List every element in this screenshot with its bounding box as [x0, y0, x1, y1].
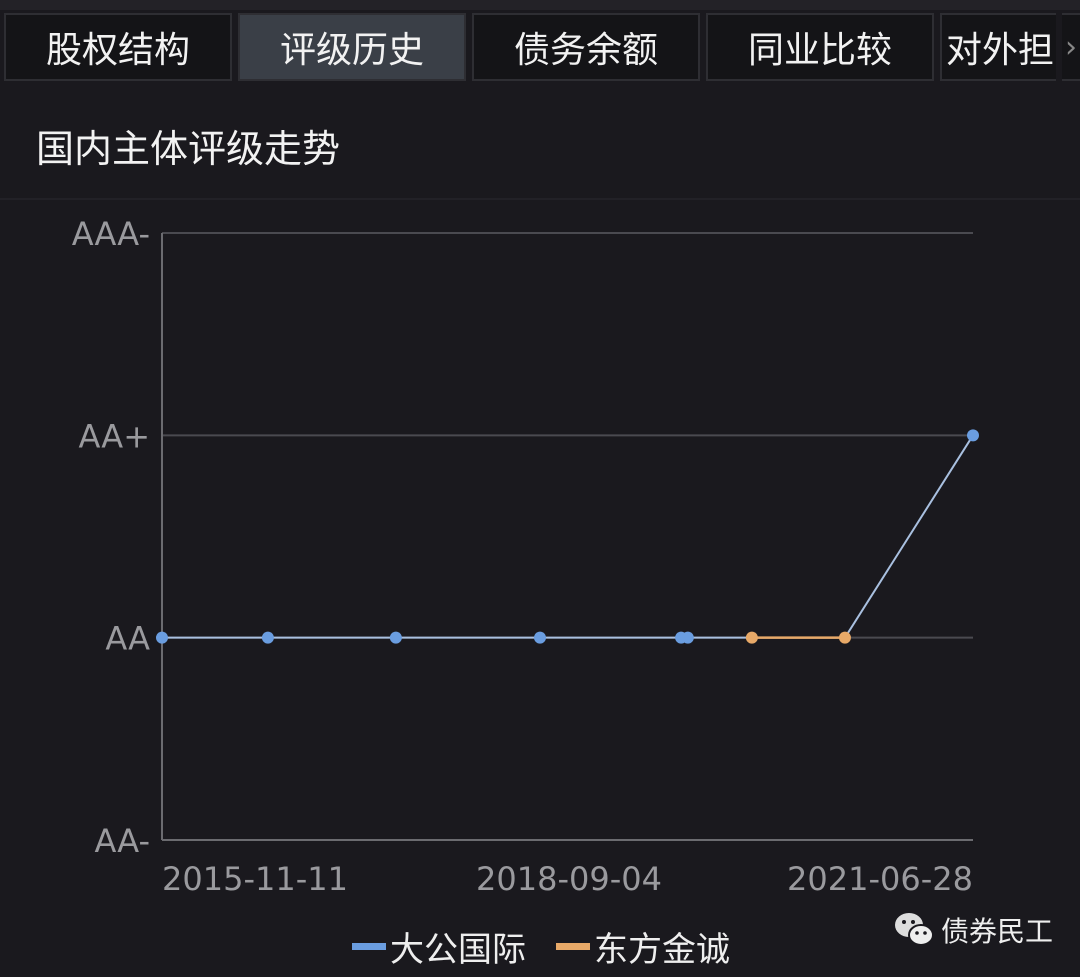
y-tick-label: AA	[105, 620, 150, 658]
tab-equity-structure[interactable]: 股权结构	[4, 13, 232, 81]
tab-rating-history[interactable]: 评级历史	[238, 13, 466, 81]
tab-peer-comparison[interactable]: 同业比较	[706, 13, 934, 81]
legend: 大公国际 东方金诚	[352, 922, 760, 971]
x-tick-label: 2015-11-11	[162, 860, 348, 898]
data-point-dagong	[967, 429, 979, 442]
data-point-dongfang	[745, 631, 758, 644]
legend-item-dagong[interactable]: 大公国际	[352, 922, 526, 971]
y-tick-label: AA+	[79, 417, 150, 455]
divider	[0, 198, 1080, 200]
y-tick-label: AAA-	[72, 215, 150, 253]
data-point-dagong	[156, 631, 168, 644]
legend-swatch	[352, 943, 386, 950]
legend-item-dongfang[interactable]: 东方金诚	[556, 922, 730, 971]
y-tick-label: AA-	[94, 822, 150, 860]
section-title: 国内主体评级走势	[36, 127, 341, 171]
x-tick-label: 2021-06-28	[787, 860, 973, 898]
data-point-dagong	[261, 631, 274, 644]
wechat-icon	[893, 910, 935, 950]
legend-label: 东方金诚	[594, 930, 730, 970]
legend-label: 大公国际	[390, 930, 526, 970]
data-point-dagong	[681, 631, 694, 644]
tab-external-guarantee[interactable]: 对外担	[940, 13, 1056, 81]
x-tick-label: 2018-09-04	[476, 860, 662, 898]
legend-swatch	[556, 943, 590, 950]
tab-debt-balance[interactable]: 债务余额	[472, 13, 700, 81]
tab-bar: 股权结构 评级历史 债务余额 同业比较 对外担	[4, 13, 1056, 81]
watermark: 债券民工	[893, 910, 1053, 950]
data-point-dagong	[534, 631, 546, 644]
data-point-dongfang	[838, 631, 851, 644]
status-strip	[0, 0, 1080, 10]
chevron-right-icon[interactable]: ›	[1062, 13, 1080, 81]
series-line-dagong	[162, 434, 974, 639]
watermark-text: 债券民工	[941, 915, 1054, 948]
data-point-dagong	[389, 631, 402, 644]
